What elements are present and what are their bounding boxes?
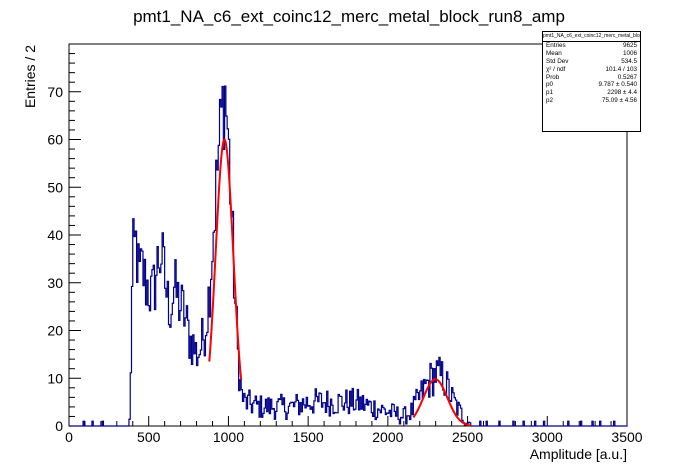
stats-row: Prob 0.5267 bbox=[543, 74, 640, 82]
stats-value: 1006 bbox=[622, 49, 637, 57]
chart-title: pmt1_NA_c6_ext_coinc12_merc_metal_block_… bbox=[133, 7, 565, 26]
y-axis-ticks: 0 10 20 30 40 50 60 70 bbox=[47, 43, 81, 434]
stats-value: 0.5267 bbox=[617, 73, 637, 81]
y-tick-label: 60 bbox=[47, 132, 63, 148]
stats-label: Entries bbox=[546, 42, 566, 49]
stats-row: χ² / ndf 101.4 / 103 bbox=[543, 66, 640, 74]
stats-label: p1 bbox=[546, 89, 554, 97]
x-tick-label: 0 bbox=[65, 429, 73, 445]
stats-box-title: pmt1_NA_c6_ext_coinc12_merc_metal_block_… bbox=[543, 32, 640, 42]
x-axis-label: Amplitude [a.u.] bbox=[530, 446, 627, 462]
stats-row: p1 2298 ± 4.4 bbox=[543, 89, 640, 97]
stats-value: 75.09 ± 4.56 bbox=[602, 97, 637, 105]
y-tick-label: 20 bbox=[47, 323, 63, 339]
fit-curves bbox=[208, 138, 471, 427]
stats-row: Std Dev 534.5 bbox=[543, 58, 640, 66]
x-tick-label: 1500 bbox=[293, 429, 324, 445]
stats-value: 534.5 bbox=[621, 57, 637, 65]
stats-value: 9.787 ± 0.540 bbox=[598, 81, 637, 89]
x-tick-label: 3000 bbox=[532, 429, 563, 445]
stats-label: Std Dev bbox=[546, 57, 569, 65]
stats-label: Prob bbox=[546, 73, 560, 81]
histogram-series bbox=[69, 85, 628, 427]
stats-row: Entries 9625 bbox=[543, 42, 640, 50]
x-tick-label: 2000 bbox=[372, 429, 403, 445]
stats-row: p0 9.787 ± 0.540 bbox=[543, 81, 640, 89]
stats-label: p0 bbox=[546, 81, 554, 89]
x-tick-label: 2500 bbox=[452, 429, 483, 445]
x-tick-label: 500 bbox=[137, 429, 161, 445]
histogram-line bbox=[69, 85, 628, 427]
stats-label: p2 bbox=[546, 97, 554, 105]
y-tick-label: 50 bbox=[47, 179, 63, 195]
stats-value: 101.4 / 103 bbox=[605, 65, 637, 73]
stats-row: p2 75.09 ± 4.56 bbox=[543, 97, 640, 105]
fit-curve-main-peak bbox=[208, 138, 243, 380]
y-tick-label: 10 bbox=[47, 370, 63, 386]
stats-label: χ² / ndf bbox=[546, 65, 566, 73]
x-tick-label: 3500 bbox=[611, 429, 642, 445]
stats-value: 2298 ± 4.4 bbox=[607, 89, 637, 97]
stats-value: 9625 bbox=[622, 42, 637, 49]
y-tick-label: 40 bbox=[47, 227, 63, 243]
stats-rows: Entries 9625 Mean 1006 Std Dev 534.5 χ² / ndf 1… bbox=[543, 42, 640, 105]
x-axis-ticks: 0 500 1000 1500 2000 2500 3000 3500 bbox=[65, 416, 643, 445]
y-tick-label: 70 bbox=[47, 84, 63, 100]
y-tick-label: 30 bbox=[47, 275, 63, 291]
stats-row: Mean 1006 bbox=[543, 50, 640, 58]
x-tick-label: 1000 bbox=[213, 429, 244, 445]
stats-box: pmt1_NA_c6_ext_coinc12_merc_metal_block_… bbox=[542, 31, 641, 132]
y-tick-label: 0 bbox=[55, 418, 63, 434]
fit-curve-secondary-peak bbox=[412, 378, 471, 427]
stats-label: Mean bbox=[546, 49, 562, 57]
y-axis-label: Entries / 2 bbox=[22, 45, 38, 108]
